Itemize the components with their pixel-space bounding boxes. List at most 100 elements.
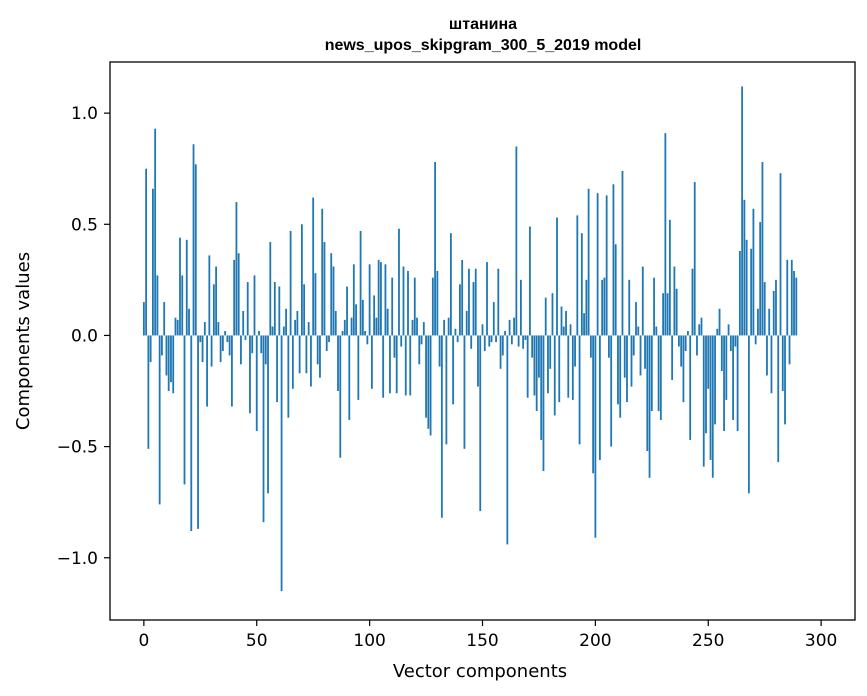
bar-component-50 xyxy=(255,335,258,432)
bar-component-143 xyxy=(465,310,468,336)
bar-component-115 xyxy=(402,266,405,336)
bar-component-77 xyxy=(316,335,319,365)
bar-component-220 xyxy=(639,335,642,376)
bar-component-40 xyxy=(233,259,236,336)
bar-component-52 xyxy=(260,335,263,354)
bar-component-109 xyxy=(389,335,391,394)
bar-component-155 xyxy=(492,302,495,336)
bar-component-27 xyxy=(203,322,206,336)
bar-component-171 xyxy=(529,226,531,336)
bar-component-161 xyxy=(506,335,509,545)
bar-component-61 xyxy=(280,335,283,592)
bar-component-276 xyxy=(766,335,768,376)
bar-component-289 xyxy=(795,277,798,336)
bar-component-190 xyxy=(571,335,574,400)
bar-component-185 xyxy=(560,306,563,336)
bar-component-232 xyxy=(666,293,669,336)
bar-component-122 xyxy=(418,335,421,365)
bar-component-160 xyxy=(504,330,506,336)
y-tick-label: −1.0 xyxy=(57,549,98,569)
bar-component-244 xyxy=(693,182,696,336)
bar-component-29 xyxy=(208,255,211,336)
x-tick-label: 150 xyxy=(466,631,498,651)
bar-component-111 xyxy=(393,335,396,358)
bar-component-177 xyxy=(542,335,545,472)
bar-component-107 xyxy=(384,264,387,336)
bar-component-235 xyxy=(673,266,676,336)
bar-component-215 xyxy=(628,279,631,336)
bar-component-239 xyxy=(682,335,685,403)
bar-component-51 xyxy=(258,330,260,336)
bar-component-105 xyxy=(380,262,382,336)
bar-component-193 xyxy=(578,335,581,445)
bar-component-181 xyxy=(551,293,554,336)
bar-component-150 xyxy=(481,324,484,336)
bar-component-8 xyxy=(161,335,163,356)
bar-component-283 xyxy=(781,335,784,392)
bar-component-30 xyxy=(210,335,213,367)
bar-component-154 xyxy=(490,335,493,343)
bar-component-257 xyxy=(723,335,725,432)
bar-component-203 xyxy=(601,279,604,336)
y-tick-label: 0.5 xyxy=(71,215,98,235)
bar-component-183 xyxy=(556,217,558,336)
bar-component-254 xyxy=(716,328,719,336)
bar-component-242 xyxy=(689,335,692,440)
bar-component-72 xyxy=(305,335,308,374)
bar-component-227 xyxy=(655,326,658,336)
bar-component-199 xyxy=(592,335,595,474)
bar-component-187 xyxy=(565,310,567,336)
bar-component-258 xyxy=(725,335,728,400)
bar-component-165 xyxy=(515,146,518,336)
bar-component-100 xyxy=(368,264,371,336)
bar-component-269 xyxy=(750,248,753,336)
bar-component-148 xyxy=(477,335,479,387)
bar-component-58 xyxy=(273,282,276,336)
bar-component-229 xyxy=(659,335,662,420)
bar-component-222 xyxy=(644,335,646,369)
bar-component-182 xyxy=(553,335,556,416)
bar-component-134 xyxy=(445,335,448,445)
bar-component-14 xyxy=(174,317,177,336)
bar-component-1 xyxy=(145,168,148,336)
bar-component-205 xyxy=(605,195,608,336)
bar-component-166 xyxy=(517,335,520,347)
bar-component-80 xyxy=(323,242,326,336)
bar-component-267 xyxy=(745,239,748,336)
bar-component-137 xyxy=(452,335,455,405)
bar-component-282 xyxy=(779,173,782,336)
bar-component-176 xyxy=(540,335,543,440)
bar-component-114 xyxy=(400,335,403,347)
bar-component-256 xyxy=(720,335,723,372)
bar-component-174 xyxy=(535,335,538,412)
bar-component-94 xyxy=(355,304,357,336)
bar-component-120 xyxy=(413,277,416,336)
bar-component-96 xyxy=(359,230,362,336)
bar-component-145 xyxy=(470,335,473,349)
bar-component-69 xyxy=(298,335,301,374)
bar-component-95 xyxy=(357,335,360,400)
bar-component-172 xyxy=(531,335,534,358)
bar-component-241 xyxy=(687,330,689,336)
bar-component-192 xyxy=(576,215,579,336)
bar-component-26 xyxy=(201,335,204,363)
bar-component-228 xyxy=(657,335,660,412)
bar-component-214 xyxy=(626,335,628,403)
bar-component-133 xyxy=(443,319,446,336)
bar-component-226 xyxy=(653,277,655,336)
bar-component-284 xyxy=(784,335,786,425)
bar-component-7 xyxy=(158,335,161,505)
bar-component-24 xyxy=(197,335,199,529)
bar-component-180 xyxy=(549,335,552,369)
bar-component-16 xyxy=(179,237,181,336)
bar-component-129 xyxy=(434,162,436,336)
bar-component-221 xyxy=(641,266,644,336)
bar-component-140 xyxy=(459,284,461,336)
bar-component-3 xyxy=(149,335,152,363)
bar-component-170 xyxy=(526,335,529,398)
bar-component-271 xyxy=(754,335,757,345)
bar-component-175 xyxy=(538,335,540,378)
bar-component-156 xyxy=(495,335,497,343)
bar-component-261 xyxy=(732,335,734,420)
